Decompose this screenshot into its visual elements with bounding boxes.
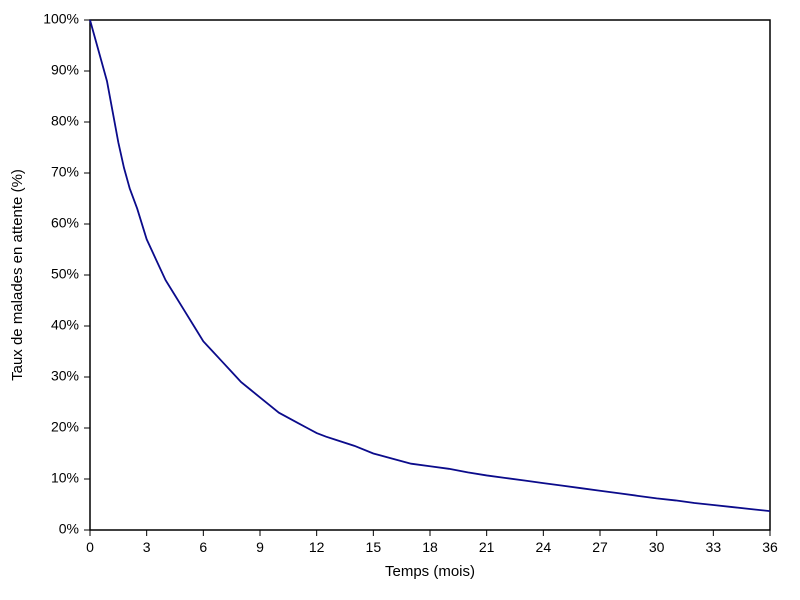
y-tick-label: 60% [51,215,79,231]
x-tick-label: 3 [143,539,151,555]
x-tick-label: 9 [256,539,264,555]
x-tick-label: 6 [199,539,207,555]
y-tick-label: 90% [51,62,79,78]
x-tick-label: 33 [706,539,722,555]
y-axis-label: Taux de malades en attente (%) [9,169,26,381]
y-tick-label: 30% [51,368,79,384]
y-tick-label: 100% [43,11,79,27]
y-tick-label: 10% [51,470,79,486]
x-tick-label: 0 [86,539,94,555]
x-tick-label: 15 [366,539,382,555]
y-tick-label: 40% [51,317,79,333]
chart-background [0,0,800,600]
x-tick-label: 27 [592,539,608,555]
y-tick-label: 0% [59,521,79,537]
survival-curve-chart: 0%10%20%30%40%50%60%70%80%90%100% 036912… [0,0,800,600]
x-tick-label: 18 [422,539,438,555]
x-tick-label: 12 [309,539,325,555]
x-tick-label: 30 [649,539,665,555]
y-tick-label: 50% [51,266,79,282]
x-axis-label: Temps (mois) [385,563,475,580]
x-tick-label: 36 [762,539,778,555]
x-tick-label: 21 [479,539,495,555]
x-tick-label: 24 [536,539,552,555]
y-tick-label: 80% [51,113,79,129]
y-tick-label: 70% [51,164,79,180]
y-tick-label: 20% [51,419,79,435]
